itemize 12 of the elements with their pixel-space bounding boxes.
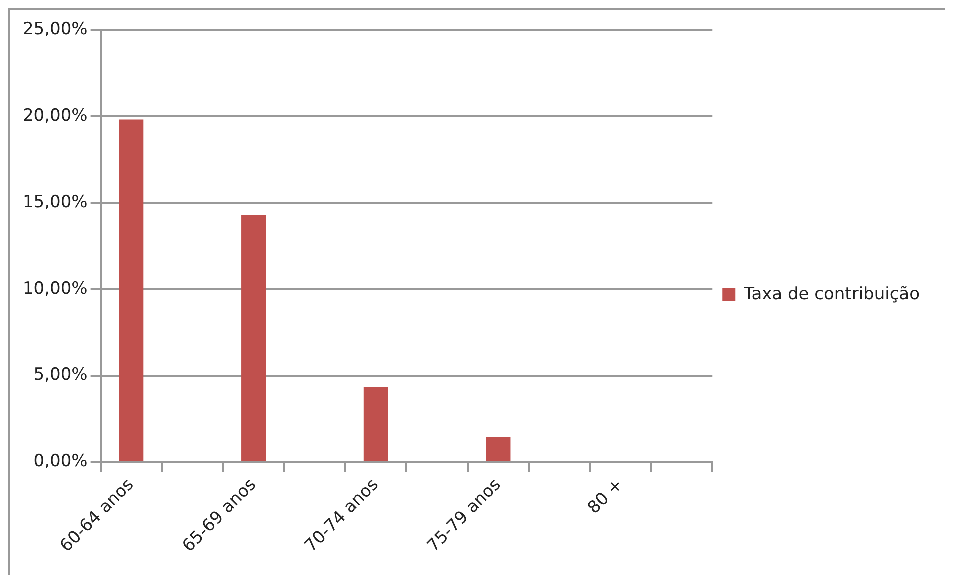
bar [364, 387, 388, 462]
y-tick-label: 0,00% [34, 452, 88, 472]
bar [119, 120, 144, 462]
bar [242, 215, 266, 462]
bar [486, 437, 511, 462]
y-tick-label: 10,00% [22, 278, 88, 299]
y-tick-label: 15,00% [22, 192, 88, 212]
y-tick-label: 5,00% [34, 365, 88, 386]
y-tick-label: 25,00% [22, 19, 88, 40]
y-tick-label: 20,00% [22, 106, 88, 126]
legend-label: Taxa de contribuição [743, 284, 920, 304]
x-tick-label: 80 + [584, 474, 628, 518]
